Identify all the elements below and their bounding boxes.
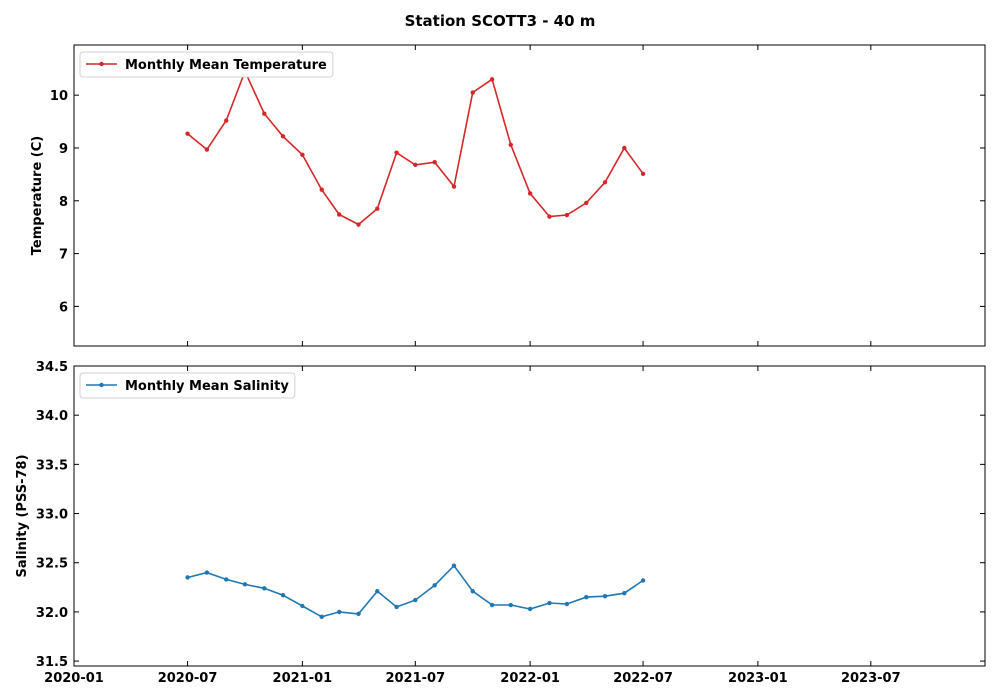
data-point xyxy=(640,578,646,583)
data-point xyxy=(336,212,342,217)
data-point xyxy=(584,200,589,206)
x-tick-label: 2020-01 xyxy=(44,671,104,686)
legend-box xyxy=(79,51,334,78)
data-point xyxy=(451,184,457,189)
data-point xyxy=(547,214,552,219)
legend-swatch-marker xyxy=(99,382,104,388)
data-point xyxy=(319,614,324,620)
data-point xyxy=(622,145,627,151)
data-point xyxy=(602,593,608,599)
data-point xyxy=(413,162,418,168)
data-point xyxy=(185,131,190,136)
data-point xyxy=(262,111,267,116)
data-point xyxy=(547,600,552,606)
data-point xyxy=(224,118,229,123)
y-tick-label: 34.0 xyxy=(36,409,68,424)
data-point xyxy=(375,589,380,594)
legend: Monthly Mean Salinity xyxy=(79,372,296,399)
data-point xyxy=(204,147,210,152)
data-point xyxy=(489,77,495,82)
y-tick-label: 7 xyxy=(59,248,68,263)
y-tick-label: 9 xyxy=(59,142,68,157)
data-point xyxy=(242,582,248,587)
data-point xyxy=(224,577,229,582)
data-point xyxy=(300,152,305,158)
data-point xyxy=(432,583,437,588)
figure-title: Station SCOTT3 - 40 m xyxy=(405,12,596,30)
y-tick-label: 8 xyxy=(59,195,68,210)
plot-frame xyxy=(73,365,986,667)
data-point xyxy=(432,160,437,165)
data-point xyxy=(527,606,533,612)
x-tick-label: 2020-07 xyxy=(158,671,218,686)
legend-swatch-marker xyxy=(99,61,104,67)
data-point xyxy=(451,563,457,568)
y-tick-label: 32.5 xyxy=(36,557,68,572)
data-point xyxy=(319,187,324,192)
data-point xyxy=(280,592,286,598)
series-line xyxy=(187,564,644,618)
legend-box xyxy=(79,372,296,399)
data-point xyxy=(280,134,286,139)
data-point xyxy=(602,180,608,185)
data-point xyxy=(262,586,267,591)
y-tick-label: 34.5 xyxy=(36,360,68,375)
legend-label: Monthly Mean Salinity xyxy=(125,379,289,394)
legend: Monthly Mean Temperature xyxy=(79,51,334,78)
x-tick-label: 2021-07 xyxy=(385,671,445,686)
data-point xyxy=(622,591,627,596)
data-point xyxy=(300,603,305,609)
x-tick-label: 2022-07 xyxy=(613,671,673,686)
data-point xyxy=(204,570,210,575)
y-tick-label: 31.5 xyxy=(36,655,68,670)
data-point xyxy=(356,222,361,227)
legend-label: Monthly Mean Temperature xyxy=(125,58,327,73)
data-point xyxy=(394,150,399,155)
y-axis-label: Temperature (C) xyxy=(30,136,45,255)
data-point xyxy=(394,604,399,610)
y-tick-label: 33.0 xyxy=(36,508,68,523)
data-point xyxy=(564,212,570,218)
y-axis-label: Salinity (PSS-78) xyxy=(15,454,30,577)
data-point xyxy=(508,602,513,608)
plot-frame xyxy=(73,44,986,347)
y-tick-label: 10 xyxy=(50,89,68,104)
y-tick-label: 6 xyxy=(59,300,68,315)
panel-1: 6 7 8 9 10 Temperature (C) Monthly Mean Temper… xyxy=(30,44,986,347)
x-tick-label: 2023-01 xyxy=(728,671,788,686)
y-tick-label: 33.5 xyxy=(36,458,68,473)
y-tick-label: 32.0 xyxy=(36,606,68,621)
x-tick-label: 2023-07 xyxy=(841,671,901,686)
data-point xyxy=(470,589,475,594)
data-point xyxy=(185,575,190,580)
data-point xyxy=(527,191,533,196)
data-point xyxy=(413,597,418,603)
data-point xyxy=(470,90,475,95)
data-point xyxy=(584,594,589,600)
data-point xyxy=(640,171,646,177)
data-point xyxy=(489,602,495,608)
x-tick-label: 2021-01 xyxy=(273,671,333,686)
data-point xyxy=(375,206,380,211)
data-point xyxy=(508,142,513,148)
x-tick-label: 2022-01 xyxy=(500,671,560,686)
data-point xyxy=(564,601,570,607)
data-point xyxy=(336,609,342,615)
panel-2: 31.5 32.0 32.5 33.0 33.5 34.0 34.5 2020-01 2020-… xyxy=(15,360,986,686)
data-point xyxy=(356,611,361,617)
series-line xyxy=(187,69,644,226)
